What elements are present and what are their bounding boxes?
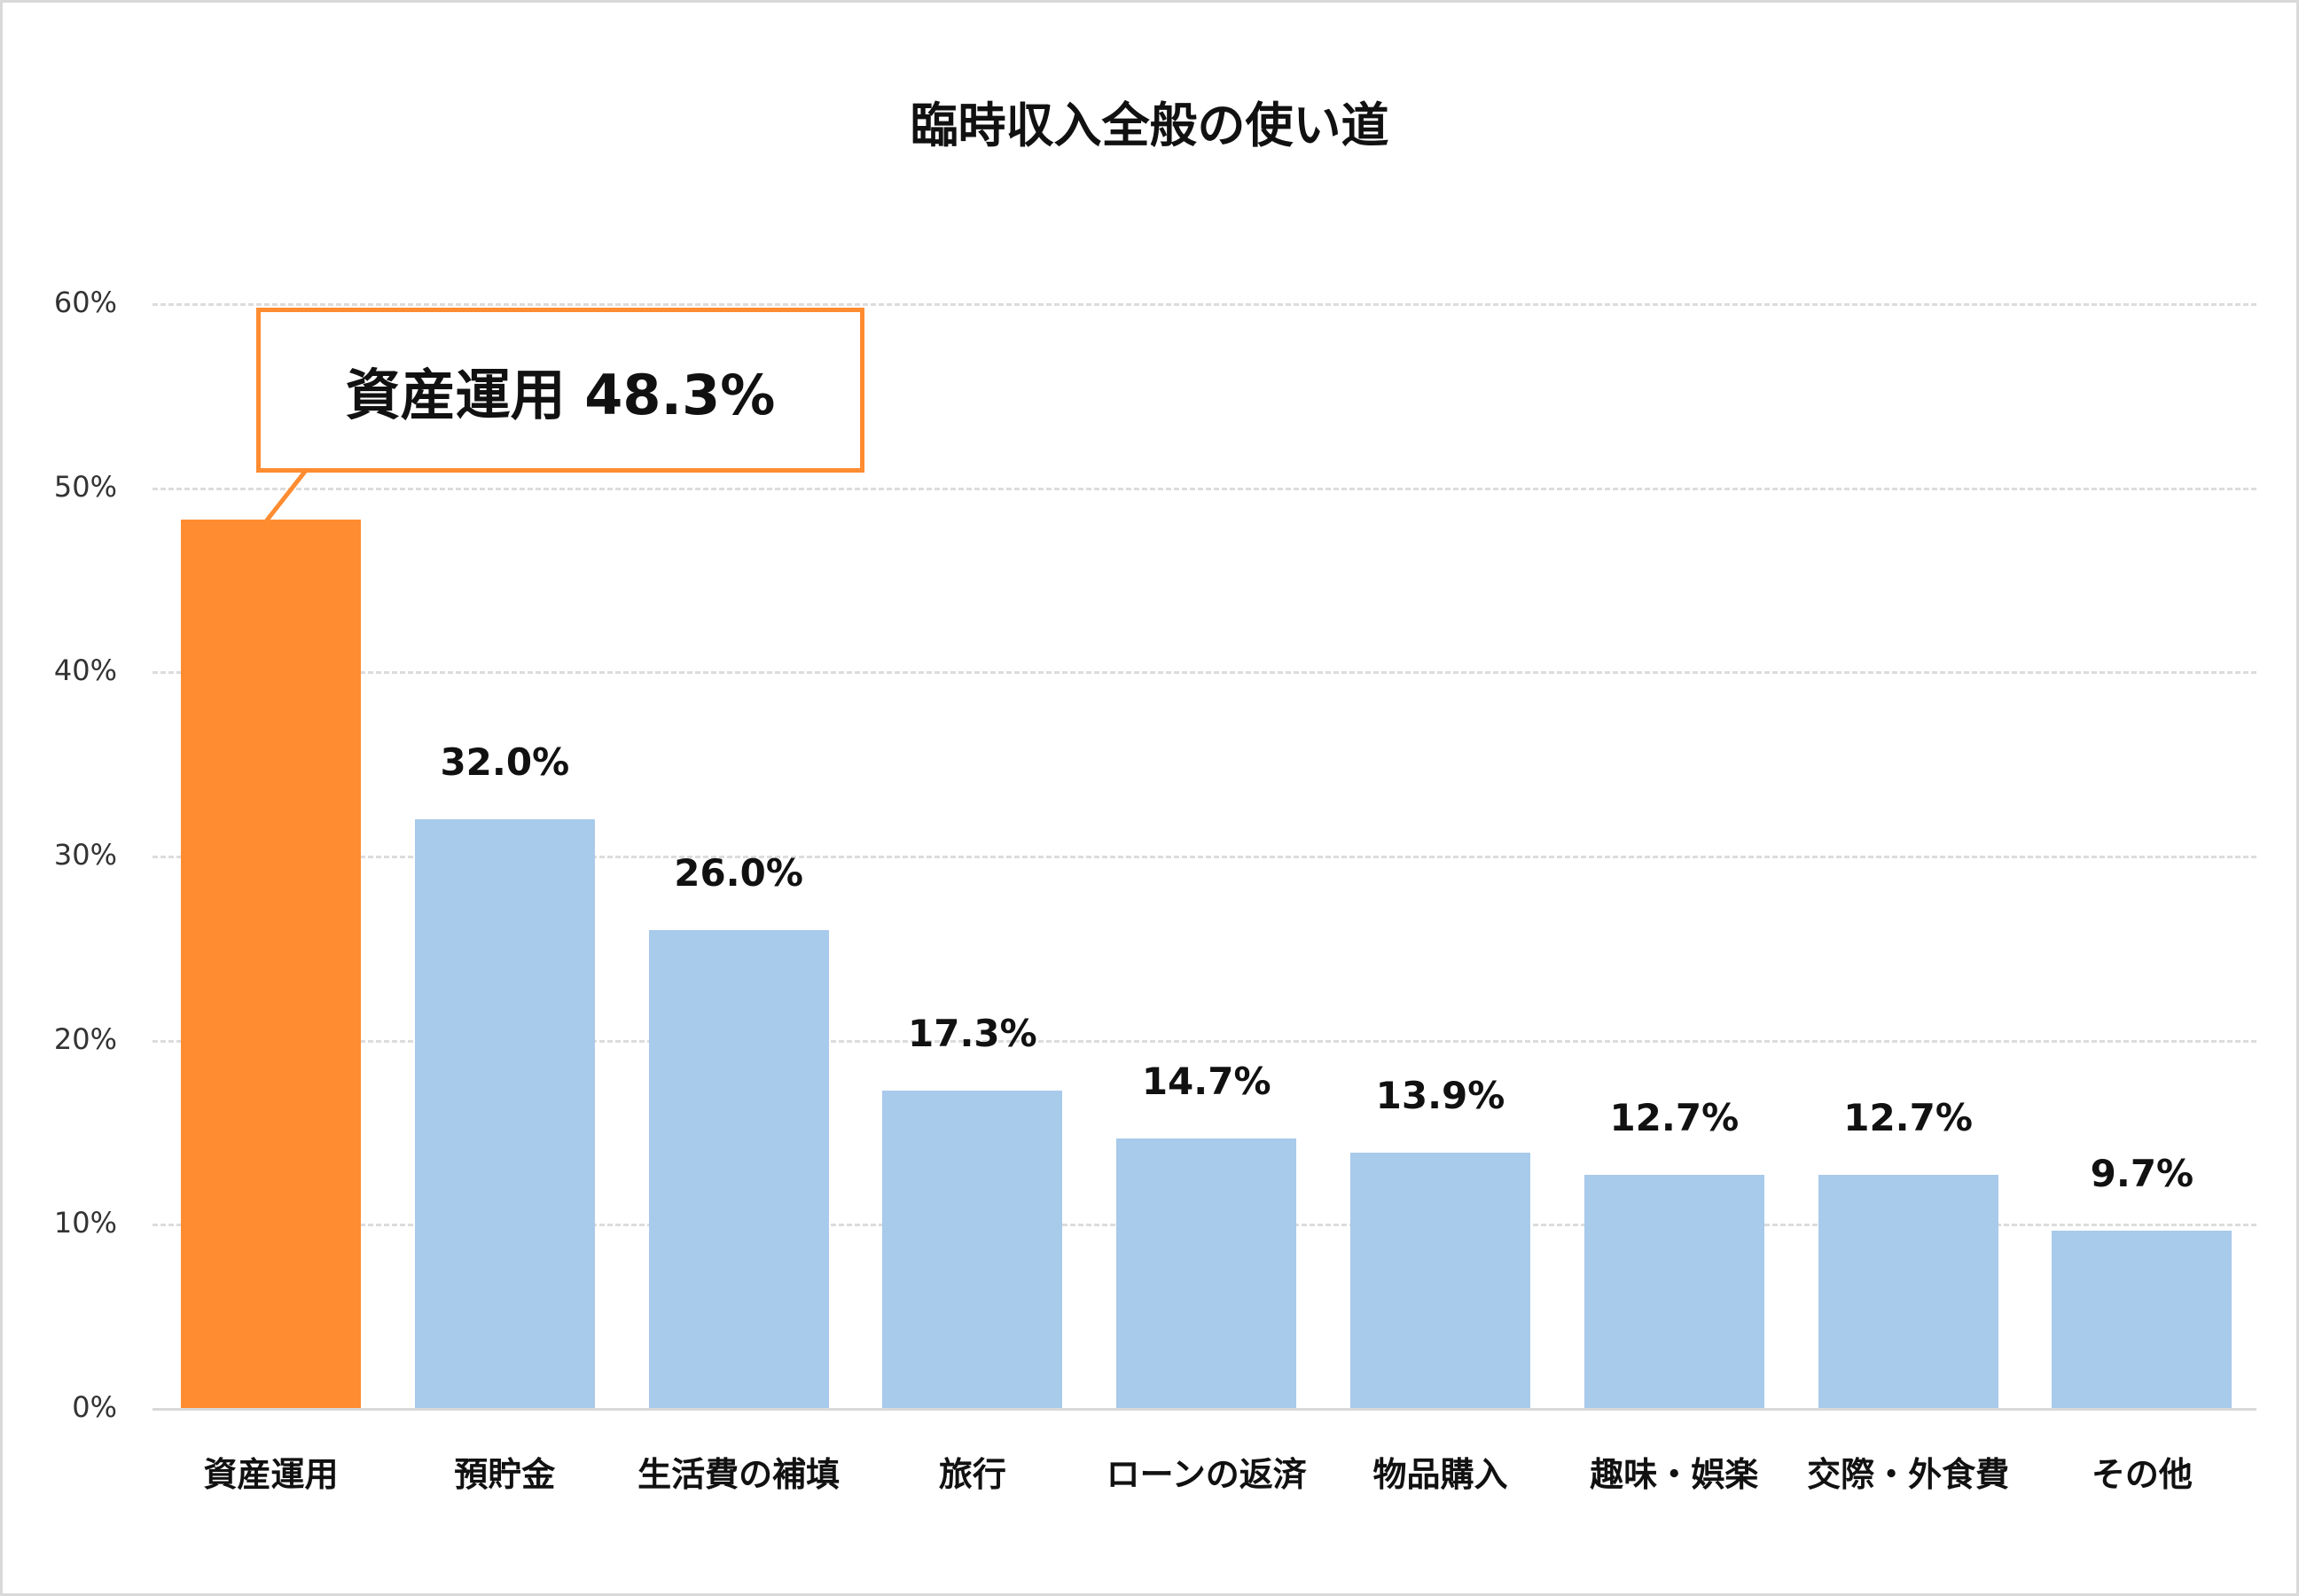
y-tick-label: 40% xyxy=(53,653,117,688)
value-label: 26.0% xyxy=(674,851,803,896)
bar xyxy=(414,819,595,1409)
x-tick-label: 交際・外食費 xyxy=(1807,1455,2010,1494)
value-label: 12.7% xyxy=(1609,1096,1740,1140)
y-tick-label: 0% xyxy=(72,1390,117,1424)
value-label: 9.7% xyxy=(2090,1151,2194,1195)
y-tick-label: 10% xyxy=(53,1206,117,1240)
x-tick-label: 旅行 xyxy=(938,1455,1006,1494)
value-label: 12.7% xyxy=(1843,1096,1973,1140)
gridline xyxy=(152,303,2256,306)
x-tick-label: その他 xyxy=(2091,1455,2193,1494)
callout-text: 資産運用 48.3% xyxy=(345,363,776,427)
bar xyxy=(1350,1153,1530,1409)
bar xyxy=(1818,1175,1998,1409)
x-axis-line xyxy=(152,1408,2256,1411)
bar xyxy=(648,930,829,1409)
x-tick-label: ローンの返済 xyxy=(1106,1455,1307,1494)
x-tick-label: 生活費の補填 xyxy=(637,1455,841,1494)
bar xyxy=(1583,1175,1764,1409)
y-tick-label: 50% xyxy=(53,469,117,504)
x-tick-label: 物品購入 xyxy=(1372,1455,1508,1494)
x-tick-label: 趣味・娯楽 xyxy=(1590,1455,1759,1494)
bar xyxy=(882,1090,1063,1409)
y-tick-label: 30% xyxy=(53,838,117,872)
chart-title: 臨時収入全般の使い道 xyxy=(910,98,1389,153)
y-tick-label: 60% xyxy=(53,286,117,319)
gridline xyxy=(152,671,2256,675)
y-tick-label: 20% xyxy=(53,1021,117,1056)
gridline xyxy=(152,487,2256,490)
gridline xyxy=(152,1039,2256,1043)
value-label: 14.7% xyxy=(1141,1059,1271,1103)
value-label: 13.9% xyxy=(1375,1074,1505,1118)
bar xyxy=(181,519,361,1409)
x-tick-label: 資産運用 xyxy=(203,1455,339,1494)
highlight-callout: 資産運用 48.3% xyxy=(256,308,864,473)
x-tick-label: 預貯金 xyxy=(454,1455,556,1494)
gridline xyxy=(152,856,2256,858)
value-label: 32.0% xyxy=(440,740,570,785)
bar xyxy=(1116,1138,1297,1409)
value-label: 17.3% xyxy=(908,1011,1037,1055)
bar xyxy=(2052,1230,2233,1409)
